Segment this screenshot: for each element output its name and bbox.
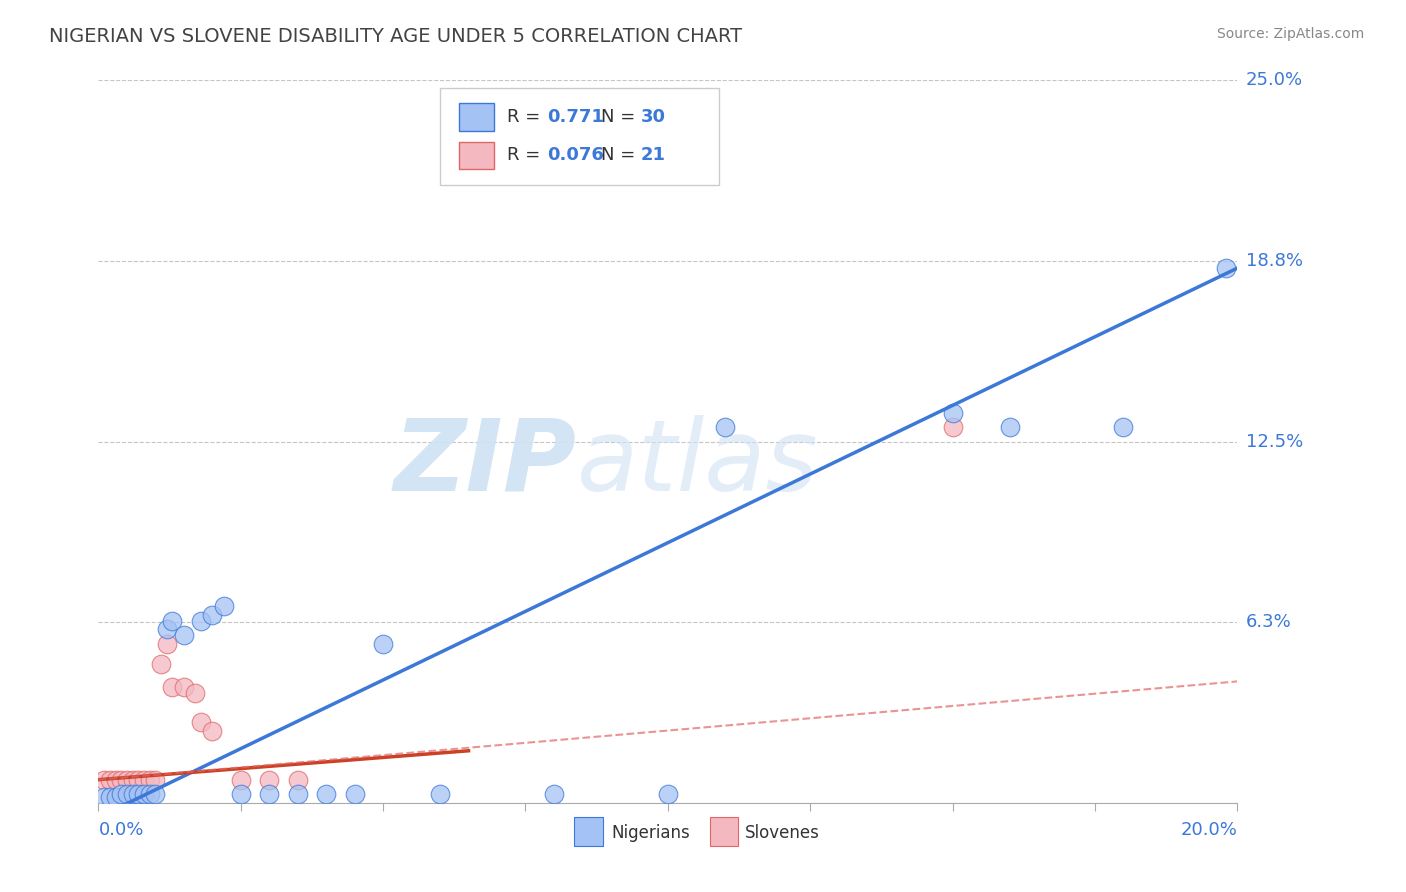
- Point: [132, 772, 155, 787]
- Text: R =: R =: [508, 108, 547, 126]
- Point: [104, 790, 127, 805]
- Text: 25.0%: 25.0%: [1246, 71, 1303, 89]
- Point: [150, 657, 173, 671]
- Point: [121, 772, 143, 787]
- Point: [429, 787, 451, 801]
- Point: [373, 637, 395, 651]
- Point: [115, 787, 138, 801]
- Text: 0.771: 0.771: [547, 108, 605, 126]
- Text: N =: N =: [600, 146, 641, 164]
- Point: [212, 599, 235, 614]
- Point: [145, 772, 167, 787]
- Point: [315, 787, 337, 801]
- Point: [259, 772, 281, 787]
- FancyBboxPatch shape: [710, 817, 738, 847]
- Point: [190, 614, 212, 628]
- Point: [184, 686, 207, 700]
- Point: [190, 714, 212, 729]
- Text: Slovenes: Slovenes: [745, 824, 820, 842]
- Point: [132, 787, 155, 801]
- Point: [287, 772, 309, 787]
- Point: [98, 790, 121, 805]
- Point: [657, 787, 679, 801]
- Text: ZIP: ZIP: [394, 415, 576, 512]
- Point: [138, 772, 160, 787]
- FancyBboxPatch shape: [575, 817, 603, 847]
- Text: NIGERIAN VS SLOVENE DISABILITY AGE UNDER 5 CORRELATION CHART: NIGERIAN VS SLOVENE DISABILITY AGE UNDER…: [49, 27, 742, 45]
- Text: 21: 21: [641, 146, 665, 164]
- Text: 0.0%: 0.0%: [98, 821, 143, 838]
- Point: [343, 787, 366, 801]
- Point: [156, 623, 179, 637]
- Point: [173, 680, 195, 694]
- Point: [201, 607, 224, 622]
- Text: 12.5%: 12.5%: [1246, 433, 1303, 450]
- Point: [93, 772, 115, 787]
- Point: [942, 420, 965, 434]
- Point: [1112, 420, 1135, 434]
- Point: [93, 790, 115, 805]
- Point: [543, 787, 565, 801]
- Text: 6.3%: 6.3%: [1246, 613, 1292, 632]
- Text: 30: 30: [641, 108, 665, 126]
- Point: [145, 787, 167, 801]
- Text: R =: R =: [508, 146, 547, 164]
- Point: [173, 628, 195, 642]
- Point: [104, 772, 127, 787]
- Point: [98, 772, 121, 787]
- Point: [287, 787, 309, 801]
- Point: [110, 787, 132, 801]
- FancyBboxPatch shape: [460, 142, 494, 169]
- Text: 18.8%: 18.8%: [1246, 252, 1303, 270]
- Point: [127, 787, 149, 801]
- Point: [138, 787, 160, 801]
- Point: [121, 787, 143, 801]
- FancyBboxPatch shape: [440, 87, 718, 185]
- Point: [998, 420, 1021, 434]
- Text: 0.076: 0.076: [547, 146, 605, 164]
- Text: atlas: atlas: [576, 415, 818, 512]
- Point: [229, 772, 252, 787]
- Text: Source: ZipAtlas.com: Source: ZipAtlas.com: [1216, 27, 1364, 41]
- Text: N =: N =: [600, 108, 641, 126]
- Point: [714, 420, 737, 434]
- Point: [201, 723, 224, 738]
- Point: [259, 787, 281, 801]
- Point: [115, 772, 138, 787]
- Point: [942, 406, 965, 420]
- FancyBboxPatch shape: [460, 103, 494, 131]
- Text: Nigerians: Nigerians: [612, 824, 690, 842]
- Point: [110, 772, 132, 787]
- Point: [127, 772, 149, 787]
- Point: [162, 680, 184, 694]
- Text: 20.0%: 20.0%: [1181, 821, 1237, 838]
- Point: [229, 787, 252, 801]
- Point: [156, 637, 179, 651]
- Point: [162, 614, 184, 628]
- Point: [1215, 261, 1237, 276]
